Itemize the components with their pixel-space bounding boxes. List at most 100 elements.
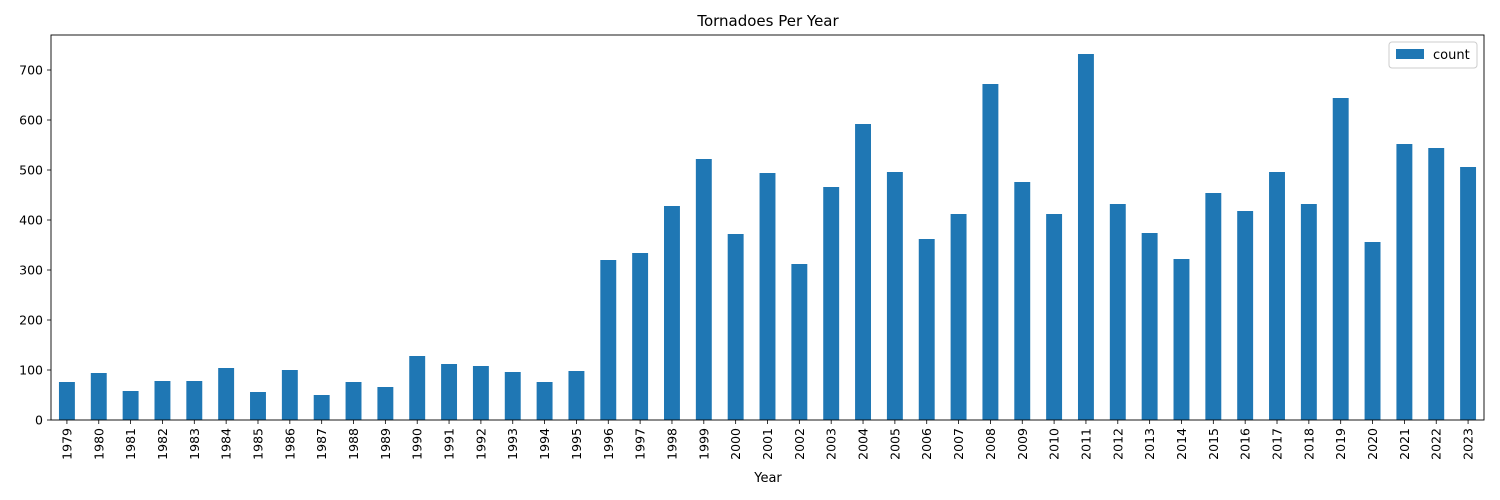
bar-2000 (727, 234, 744, 420)
x-tick-label-2001: 2001 (760, 428, 775, 460)
bar-1997 (632, 253, 649, 420)
x-tick-label-1987: 1987 (314, 428, 329, 460)
bar-2018 (1300, 204, 1317, 420)
x-tick-label-1996: 1996 (601, 428, 616, 460)
x-tick-label-2023: 2023 (1461, 428, 1476, 460)
x-tick-label-2022: 2022 (1429, 428, 1444, 460)
x-tick-label-2018: 2018 (1301, 428, 1316, 460)
x-tick-label-1988: 1988 (346, 428, 361, 460)
x-tick-label-2009: 2009 (1015, 428, 1030, 460)
x-tick-label-1998: 1998 (664, 428, 679, 460)
y-tick-label-0: 0 (35, 413, 43, 428)
bar-2017 (1269, 172, 1285, 420)
bar-1984 (218, 368, 235, 420)
x-tick-label-2017: 2017 (1270, 428, 1285, 460)
bar-1991 (441, 364, 458, 420)
x-tick-label-2007: 2007 (951, 428, 966, 460)
y-tick-label-600: 600 (19, 113, 43, 128)
x-tick-label-2003: 2003 (824, 428, 839, 460)
y-tick-label-500: 500 (19, 163, 43, 178)
bar-2013 (1141, 233, 1158, 420)
bar-2009 (1014, 182, 1031, 420)
x-tick-label-2008: 2008 (983, 428, 998, 460)
x-tick-label-2005: 2005 (887, 428, 902, 460)
x-tick-label-1986: 1986 (282, 428, 297, 460)
x-tick-label-1979: 1979 (59, 428, 74, 460)
plot-frame (50, 34, 1485, 421)
x-tick-label-1985: 1985 (250, 428, 265, 460)
chart-title: Tornadoes Per Year (696, 12, 839, 30)
bar-2002 (791, 264, 808, 420)
bar-1996 (600, 260, 617, 420)
bar-2006 (918, 239, 935, 420)
x-tick-label-1997: 1997 (633, 428, 648, 460)
x-axis: 1979 1980 1981 1982 1983 1984 1985 1986 1987 1988… (59, 420, 1476, 460)
bar-1993 (504, 372, 521, 420)
bar-1998 (664, 206, 680, 420)
bar-2008 (982, 84, 999, 420)
y-tick-label-300: 300 (19, 263, 43, 278)
x-tick-label-1992: 1992 (473, 428, 488, 460)
x-tick-label-2002: 2002 (792, 428, 807, 460)
x-tick-label-1991: 1991 (442, 428, 457, 460)
x-tick-label-2021: 2021 (1397, 428, 1412, 460)
y-tick-label-400: 400 (19, 213, 43, 228)
bar-2007 (950, 214, 967, 420)
legend: count (1388, 41, 1478, 69)
bar-1995 (568, 371, 585, 420)
bar-1992 (472, 366, 489, 420)
bar-1987 (313, 395, 330, 420)
x-tick-label-1981: 1981 (123, 428, 138, 460)
x-tick-label-2011: 2011 (1078, 428, 1093, 460)
x-tick-label-2013: 2013 (1142, 428, 1157, 460)
x-tick-label-1983: 1983 (187, 428, 202, 460)
y-tick-label-100: 100 (19, 363, 43, 378)
bar-2011 (1077, 54, 1094, 420)
bar-1981 (122, 391, 139, 420)
bar-2010 (1046, 214, 1063, 420)
x-tick-label-1995: 1995 (569, 428, 584, 460)
bar-1983 (186, 381, 203, 420)
bar-2003 (823, 187, 840, 420)
x-tick-label-1994: 1994 (537, 428, 552, 460)
x-tick-label-2014: 2014 (1174, 428, 1189, 460)
y-tick-label-200: 200 (19, 313, 43, 328)
bar-1979 (58, 382, 75, 420)
legend-swatch (1396, 49, 1424, 59)
bar-1989 (377, 387, 394, 420)
legend-box (1388, 41, 1478, 69)
x-tick-label-2004: 2004 (856, 428, 871, 460)
x-tick-label-2006: 2006 (919, 428, 934, 460)
y-axis: 0 100 200 300 400 500 600 700 (19, 63, 51, 428)
bars-layer (58, 54, 1477, 420)
legend-label-count: count (1433, 48, 1470, 63)
x-tick-label-1999: 1999 (696, 428, 711, 460)
x-axis-label: Year (753, 471, 782, 486)
x-tick-label-1980: 1980 (91, 428, 106, 460)
bar-2022 (1428, 148, 1445, 420)
x-tick-label-2012: 2012 (1110, 428, 1125, 460)
bar-1980 (90, 373, 107, 420)
bar-2005 (886, 172, 903, 420)
x-tick-label-2015: 2015 (1206, 428, 1221, 460)
x-tick-label-1984: 1984 (219, 428, 234, 460)
bar-1986 (281, 370, 298, 420)
x-tick-label-1993: 1993 (505, 428, 520, 460)
bar-2023 (1460, 167, 1477, 420)
bar-2015 (1205, 193, 1222, 420)
x-tick-label-2019: 2019 (1333, 428, 1348, 460)
bar-2020 (1364, 242, 1381, 420)
y-tick-label-700: 700 (19, 63, 43, 78)
bar-1985 (250, 392, 266, 420)
bar-1990 (409, 356, 426, 420)
bar-1999 (695, 159, 712, 420)
bar-2016 (1237, 211, 1254, 420)
bar-2019 (1332, 98, 1349, 420)
x-tick-label-2000: 2000 (728, 428, 743, 460)
x-tick-label-1989: 1989 (378, 428, 393, 460)
x-tick-label-1990: 1990 (410, 428, 425, 460)
bar-2014 (1173, 259, 1190, 420)
x-tick-label-1982: 1982 (155, 428, 170, 460)
